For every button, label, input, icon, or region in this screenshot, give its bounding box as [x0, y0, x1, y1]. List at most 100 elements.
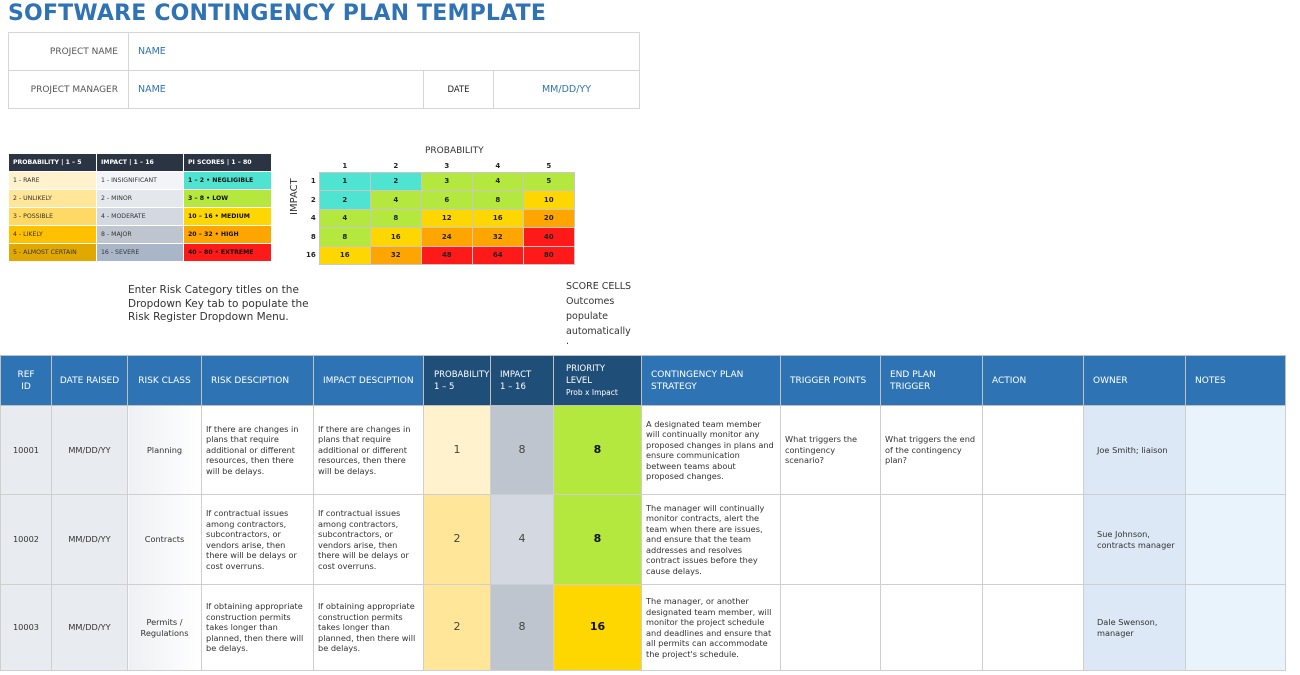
- matrix-row: 1 1 2 3 4 5: [306, 171, 575, 191]
- date-raised-cell[interactable]: MM/DD/YY: [51, 494, 128, 585]
- header-trigger-points: TRIGGER POINTS: [780, 355, 881, 406]
- risk-description-cell[interactable]: If contractual issues among contractors,…: [201, 494, 314, 585]
- matrix-cell: 2: [318, 190, 371, 210]
- header-priority-sub: Prob x Impact: [566, 387, 618, 397]
- matrix-cell: 8: [369, 208, 422, 228]
- matrix-row-header: 4: [310, 214, 316, 223]
- matrix-cell: 32: [369, 245, 422, 265]
- table-row: 10003 MM/DD/YY Permits / Regulations If …: [0, 584, 1286, 671]
- risk-class-cell[interactable]: Contracts: [127, 494, 202, 585]
- key-impact: 8 - MAJOR: [96, 225, 184, 244]
- key-score: 20 – 32 • HIGH: [183, 225, 272, 244]
- key-header-pi-scores: PI SCORES | 1 – 80: [183, 153, 272, 172]
- impact-cell[interactable]: 4: [490, 494, 554, 585]
- header-probability-range: 1 – 5: [434, 381, 455, 392]
- matrix-row: 2 2 4 6 8 10: [306, 190, 575, 210]
- date-raised-cell[interactable]: MM/DD/YY: [51, 405, 128, 495]
- project-manager-label: PROJECT MANAGER: [8, 70, 129, 109]
- trigger-points-cell[interactable]: [780, 584, 881, 671]
- key-impact: 4 - MODERATE: [96, 207, 184, 226]
- dropdown-instruction-note: Enter Risk Category titles on the Dropdo…: [128, 284, 309, 323]
- notes-cell[interactable]: [1185, 584, 1286, 671]
- key-impact: 16 - SEVERE: [96, 243, 184, 262]
- key-impact: 1 - INSIGNIFICANT: [96, 171, 184, 190]
- key-probability: 3 - POSSIBLE: [8, 207, 97, 226]
- priority-level-cell: 8: [553, 405, 642, 495]
- header-priority-label: PRIORITY LEVEL: [566, 363, 606, 386]
- action-cell[interactable]: [982, 405, 1084, 495]
- impact-cell[interactable]: 8: [490, 405, 554, 495]
- header-end-plan-trigger: END PLAN TRIGGER: [880, 355, 983, 406]
- date-label: DATE: [423, 70, 494, 109]
- probability-impact-matrix: 1 2 3 4 5 1 1 2 3 4 5 2 2 4 6 8 10 4 4 8…: [306, 160, 575, 265]
- key-probability: 1 - RARE: [8, 171, 97, 190]
- matrix-cell: 4: [318, 208, 371, 228]
- matrix-cell: 10: [522, 190, 575, 210]
- matrix-cell: 16: [318, 245, 371, 265]
- project-manager-field[interactable]: NAME: [128, 70, 424, 109]
- key-header-probability: PROBABILITY | 1 – 5: [8, 153, 97, 172]
- risk-class-cell[interactable]: Permits / Regulations: [127, 584, 202, 671]
- matrix-cell: 40: [522, 227, 575, 247]
- probability-cell[interactable]: 1: [423, 405, 491, 495]
- impact-description-cell[interactable]: If there are changes in plans that requi…: [313, 405, 424, 495]
- ref-id-cell[interactable]: 10002: [0, 494, 52, 585]
- probability-cell[interactable]: 2: [423, 494, 491, 585]
- impact-description-cell[interactable]: If obtaining appropriate construction pe…: [313, 584, 424, 671]
- owner-cell[interactable]: Sue Johnson, contracts manager: [1083, 494, 1186, 585]
- end-plan-trigger-cell[interactable]: [880, 494, 983, 585]
- matrix-row: 16 16 32 48 64 80: [306, 245, 575, 265]
- matrix-row-header: 1: [310, 177, 316, 186]
- matrix-row-header: 2: [310, 195, 316, 204]
- matrix-col-header: 3: [444, 161, 450, 170]
- header-impact-description: IMPACT DESCIPTION: [313, 355, 424, 406]
- project-name-field[interactable]: NAME: [128, 32, 640, 71]
- strategy-cell[interactable]: A designated team member will continuall…: [641, 405, 781, 495]
- matrix-col-header: 1: [342, 161, 348, 170]
- risk-description-cell[interactable]: If obtaining appropriate construction pe…: [201, 584, 314, 671]
- ref-id-cell[interactable]: 10001: [0, 405, 52, 495]
- date-field[interactable]: MM/DD/YY: [493, 70, 640, 109]
- register-header-row: REF ID DATE RAISED RISK CLASS RISK DESCI…: [0, 355, 1286, 406]
- probability-cell[interactable]: 2: [423, 584, 491, 671]
- matrix-cell: 80: [522, 245, 575, 265]
- header-impact-range: 1 – 16: [500, 381, 526, 392]
- action-cell[interactable]: [982, 494, 1084, 585]
- matrix-row: 8 8 16 24 32 40: [306, 227, 575, 247]
- risk-description-cell[interactable]: If there are changes in plans that requi…: [201, 405, 314, 495]
- strategy-cell[interactable]: The manager will continually monitor con…: [641, 494, 781, 585]
- matrix-cell: 16: [369, 227, 422, 247]
- matrix-cell: 6: [420, 190, 473, 210]
- action-cell[interactable]: [982, 584, 1084, 671]
- project-name-label: PROJECT NAME: [8, 32, 129, 71]
- score-cells-note: SCORE CELLS Outcomes populate automatica…: [566, 279, 646, 346]
- project-info-table: PROJECT NAME NAME PROJECT MANAGER NAME D…: [8, 32, 640, 109]
- key-score: 1 – 2 • NEGLIGIBLE: [183, 171, 272, 190]
- matrix-row: 4 4 8 12 16 20: [306, 208, 575, 228]
- impact-description-cell[interactable]: If contractual issues among contractors,…: [313, 494, 424, 585]
- impact-cell[interactable]: 8: [490, 584, 554, 671]
- owner-cell[interactable]: Dale Swenson, manager: [1083, 584, 1186, 671]
- ref-id-cell[interactable]: 10003: [0, 584, 52, 671]
- header-impact-label: IMPACT: [500, 369, 532, 380]
- notes-cell[interactable]: [1185, 405, 1286, 495]
- date-raised-cell[interactable]: MM/DD/YY: [51, 584, 128, 671]
- score-note-body: Outcomes populate automatically: [566, 296, 631, 337]
- matrix-cell: 64: [471, 245, 524, 265]
- matrix-probability-label: PROBABILITY: [425, 146, 484, 156]
- end-plan-trigger-cell[interactable]: [880, 584, 983, 671]
- matrix-impact-label: IMPACT: [289, 178, 300, 215]
- owner-cell[interactable]: Joe Smith; liaison: [1083, 405, 1186, 495]
- notes-cell[interactable]: [1185, 494, 1286, 585]
- trigger-points-cell[interactable]: [780, 494, 881, 585]
- matrix-cell: 24: [420, 227, 473, 247]
- key-impact: 2 - MINOR: [96, 189, 184, 208]
- matrix-row-header: 16: [306, 251, 316, 260]
- key-row: 4 - LIKELY 8 - MAJOR 20 – 32 • HIGH: [8, 225, 272, 244]
- score-note-title: SCORE CELLS: [566, 281, 632, 292]
- risk-class-cell[interactable]: Planning: [127, 405, 202, 495]
- strategy-cell[interactable]: The manager, or another designated team …: [641, 584, 781, 671]
- trigger-points-cell[interactable]: What triggers the contingency scenario?: [780, 405, 881, 495]
- end-plan-trigger-cell[interactable]: What triggers the end of the contingency…: [880, 405, 983, 495]
- project-manager-row: PROJECT MANAGER NAME DATE MM/DD/YY: [8, 70, 640, 109]
